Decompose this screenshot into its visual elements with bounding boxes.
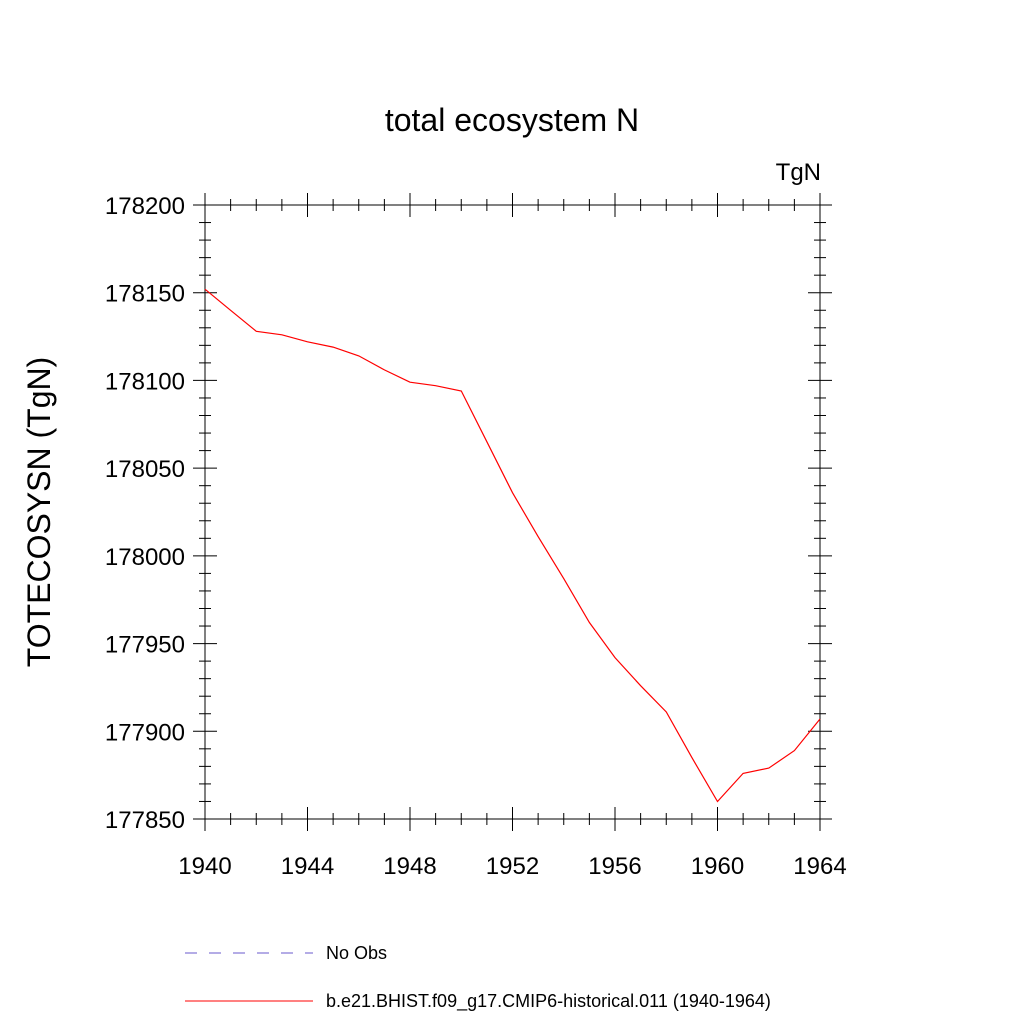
y-tick-label: 178050 [105, 456, 185, 483]
chart-title: total ecosystem N [385, 102, 639, 138]
legend: No Obs b.e21.BHIST.f09_g17.CMIP6-histori… [185, 943, 771, 1012]
y-tick-labels: 178200 178150 178100 178050 178000 177950 1779… [105, 193, 185, 834]
y-tick-label: 178200 [105, 193, 185, 220]
y-tick-label: 177900 [105, 719, 185, 746]
x-tick-label: 1956 [588, 853, 641, 880]
y-axis-label: TOTECOSYSN (TgN) [21, 357, 57, 668]
x-tick-label: 1940 [178, 853, 231, 880]
plot-frame [204, 204, 821, 820]
x-tick-label: 1948 [383, 853, 436, 880]
y-tick-label: 178000 [105, 544, 185, 571]
series-line [204, 288, 821, 803]
x-tick-label: 1960 [691, 853, 744, 880]
series-layer [204, 288, 821, 803]
legend-label-model: b.e21.BHIST.f09_g17.CMIP6-historical.011… [326, 991, 771, 1012]
y-tick-label: 178150 [105, 281, 185, 308]
x-tick-label: 1952 [486, 853, 539, 880]
x-tick-label: 1964 [793, 853, 846, 880]
axis-ticks [193, 193, 832, 831]
y-tick-label: 178100 [105, 368, 185, 395]
legend-label-no-obs: No Obs [326, 943, 387, 963]
units-label: TgN [776, 159, 821, 186]
x-tick-label: 1944 [281, 853, 334, 880]
y-tick-label: 177850 [105, 807, 185, 834]
y-tick-label: 177950 [105, 632, 185, 659]
x-tick-labels: 1940 1944 1948 1952 1956 1960 1964 [178, 853, 846, 880]
